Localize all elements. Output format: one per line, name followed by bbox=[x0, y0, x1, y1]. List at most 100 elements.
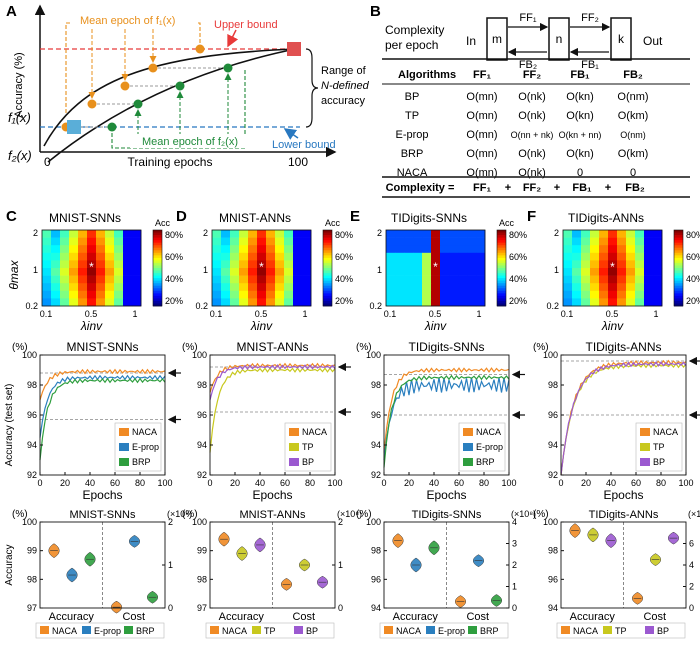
heatmap-cell bbox=[599, 237, 609, 246]
colorbar-step bbox=[153, 240, 162, 244]
heatmap-cell bbox=[590, 290, 600, 299]
series-line-bp bbox=[209, 364, 336, 401]
f2-point bbox=[107, 122, 117, 132]
heatmap-cell bbox=[431, 260, 441, 269]
table-cell: O(mn) bbox=[466, 167, 497, 179]
colorbar-step bbox=[674, 255, 683, 259]
colorbar-step bbox=[497, 298, 506, 302]
colorbar-step bbox=[323, 298, 332, 302]
heatmap-cell bbox=[51, 260, 61, 269]
heatmap-cell bbox=[114, 290, 124, 299]
table-header: FB₁ bbox=[570, 69, 590, 81]
heatmap-cell bbox=[230, 275, 240, 284]
heatmap-cell bbox=[572, 260, 582, 269]
heatmap-xtick: 0.5 bbox=[85, 309, 98, 319]
violin-ytick: 98 bbox=[27, 574, 37, 584]
heatmap-cell bbox=[105, 275, 115, 284]
heatmap-cell bbox=[572, 245, 582, 254]
legend-label: BRP bbox=[476, 457, 495, 467]
heatmap-cell bbox=[626, 290, 636, 299]
violin-ytick: 94 bbox=[371, 603, 381, 613]
heatmap-cell bbox=[51, 298, 61, 307]
line-xtick: 0 bbox=[558, 478, 563, 488]
table-cell: BRP bbox=[401, 148, 424, 160]
heatmap-cell bbox=[123, 260, 133, 269]
line-ylabel: Accuracy (test set) bbox=[4, 384, 15, 467]
colorbar-tick: 60% bbox=[509, 252, 527, 262]
heatmap-cell bbox=[581, 268, 591, 276]
heatmap-cell bbox=[248, 237, 258, 246]
legend-label: E-prop bbox=[94, 626, 121, 636]
heatmap-cell bbox=[114, 283, 124, 292]
heatmap-cell bbox=[96, 237, 106, 246]
heatmap-cell bbox=[404, 283, 414, 292]
line-xtick: 100 bbox=[157, 478, 172, 488]
heatmap-cell bbox=[266, 275, 276, 284]
heatmap-cell bbox=[563, 252, 573, 261]
heatmap-cell bbox=[248, 230, 258, 238]
colorbar-step bbox=[323, 230, 332, 233]
heatmap-cell bbox=[413, 230, 423, 238]
line-unit: (%) bbox=[182, 342, 198, 353]
table-cell: O(kn) bbox=[566, 148, 594, 160]
heatmap-ylabel: θmax bbox=[7, 259, 21, 289]
colorbar-step bbox=[153, 250, 162, 254]
heatmap-cell bbox=[431, 245, 441, 254]
legend-label: NACA bbox=[396, 626, 421, 636]
panel-letter: F bbox=[527, 208, 536, 225]
heatmap-cell bbox=[653, 245, 663, 254]
heatmap-cell bbox=[42, 290, 52, 299]
violin-ctick: 2 bbox=[168, 517, 173, 527]
legend-swatch bbox=[124, 626, 133, 634]
legend-label: TP bbox=[264, 626, 276, 636]
heatmap-cell bbox=[114, 298, 124, 307]
heatmap-cell bbox=[248, 252, 258, 261]
heatmap-cell bbox=[221, 245, 231, 254]
f2-label: f₂(x) bbox=[8, 148, 32, 163]
colorbar-tick: 80% bbox=[509, 230, 527, 240]
heatmap-cell bbox=[413, 275, 423, 284]
heatmap-cell bbox=[239, 275, 249, 284]
heatmap-cell bbox=[212, 283, 222, 292]
heatmap-cell bbox=[123, 237, 133, 246]
heatmap-cell bbox=[42, 275, 52, 284]
colorbar-step bbox=[323, 285, 332, 289]
heatmap-cell bbox=[69, 290, 79, 299]
colorbar-tick: 60% bbox=[686, 252, 700, 262]
heatmap-cell bbox=[581, 252, 591, 261]
violin-panel-3: TIDigits-ANNs (%) (×10⁷) Cost 94 96 98 100 0 2 4 6 A… bbox=[533, 509, 700, 639]
violin-ctick: 0 bbox=[512, 603, 517, 613]
a-tick-100: 100 bbox=[288, 155, 308, 169]
heatmap-cell bbox=[132, 245, 142, 254]
heatmap-cell bbox=[395, 230, 405, 238]
heatmap-cell bbox=[404, 230, 414, 238]
heatmap-cell bbox=[275, 268, 285, 276]
heatmap-cell bbox=[422, 260, 432, 269]
line-xtick: 20 bbox=[404, 478, 414, 488]
colorbar-step bbox=[674, 240, 683, 244]
legend-swatch bbox=[289, 428, 299, 436]
heatmap-cell bbox=[608, 275, 618, 284]
heatmap-cell bbox=[572, 275, 582, 284]
colorbar-step bbox=[497, 290, 506, 294]
colorbar-step bbox=[674, 260, 683, 264]
range-line-1: Range of bbox=[321, 65, 367, 77]
heatmap-cell bbox=[239, 230, 249, 238]
table-footer: FF₂ bbox=[523, 182, 541, 194]
table-cell: E-prop bbox=[395, 129, 428, 141]
f2-curve bbox=[47, 47, 301, 163]
heatmap-cell bbox=[87, 237, 97, 246]
heatmap-cell bbox=[422, 268, 432, 276]
colorbar-step bbox=[497, 275, 506, 279]
heatmap-cell bbox=[69, 283, 79, 292]
colorbar-tick: 40% bbox=[509, 274, 527, 284]
colorbar-title: Acc bbox=[499, 218, 515, 228]
colorbar-step bbox=[497, 235, 506, 238]
heatmap-cell bbox=[78, 283, 88, 292]
b-title-1: Complexity bbox=[385, 23, 444, 37]
heatmap-cell bbox=[440, 245, 450, 254]
colorbar-frame bbox=[673, 229, 684, 307]
heatmap-cell bbox=[413, 260, 423, 269]
heatmap-cell bbox=[581, 275, 591, 284]
line-panel-1: MNIST-ANNs (%) 92 94 96 98 100 0 20 40 60 80 100 Epoc… bbox=[182, 340, 351, 502]
